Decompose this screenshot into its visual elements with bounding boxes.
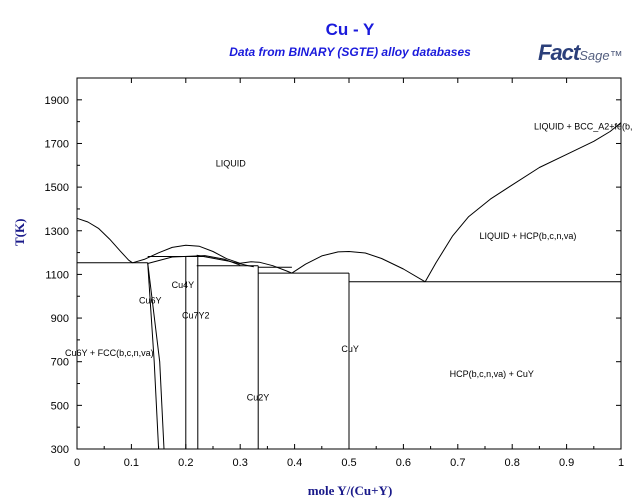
region-label-3: LIQUID + HCP(b,c,n,va) [480, 231, 577, 241]
x-tick-label: 0.8 [505, 457, 520, 469]
region-label-10: Cu2Y [247, 393, 270, 403]
chart-subtitle: Data from BINARY (SGTE) alloy databases [229, 45, 471, 59]
phase-boundary-line-4 [424, 122, 622, 283]
y-tick-label: 700 [51, 357, 69, 369]
phase-boundary-line-13 [147, 262, 160, 450]
x-tick-label: 0.3 [233, 457, 248, 469]
factsage-logo: FactSage™ [538, 40, 623, 66]
x-tick-label: 0.6 [396, 457, 411, 469]
x-tick-label: 0.5 [341, 457, 356, 469]
logo-tm-text: ™ [609, 48, 623, 63]
y-tick-label: 1300 [45, 226, 69, 238]
x-axis-label: mole Y/(Cu+Y) [307, 483, 393, 498]
y-axis-label: T(K) [12, 218, 27, 246]
x-tick-label: 0.9 [559, 457, 574, 469]
x-tick-label: 0.2 [178, 457, 193, 469]
y-tick-label: 300 [51, 444, 69, 456]
x-tick-label: 0 [74, 457, 80, 469]
region-label-2: LIQUID + BCC_A2+fe(b, [534, 121, 633, 131]
logo-fact-text: Fact [538, 40, 580, 65]
chart-title: Cu - Y [325, 20, 375, 39]
region-label-6: Cu7Y2 [182, 310, 210, 320]
region-label-4: Cu4Y [172, 280, 195, 290]
y-tick-label: 900 [51, 313, 69, 325]
x-tick-label: 0.4 [287, 457, 302, 469]
region-label-8: CuY [341, 344, 359, 354]
logo-sage-text: Sage [579, 48, 610, 63]
y-tick-label: 1700 [45, 138, 69, 150]
y-tick-label: 1500 [45, 182, 69, 194]
region-label-9: HCP(b,c,n,va) + CuY [450, 369, 534, 379]
phase-boundary-line-14 [147, 262, 165, 450]
region-label-7: Cu6Y + FCC(b,c,n,va) [65, 348, 154, 358]
x-tick-label: 0.1 [124, 457, 139, 469]
axis-ticks: 0 0.1 0.2 0.3 0.4 0.5 0.6 0.7 0.8 0.9 130050070090… [45, 78, 624, 469]
y-tick-label: 500 [51, 400, 69, 412]
x-tick-label: 1 [618, 457, 624, 469]
phase-boundary-line-3 [291, 251, 426, 283]
y-tick-label: 1100 [45, 269, 69, 281]
region-label-5: Cu6Y [139, 296, 162, 306]
region-labels: LIQUID LIQUID + BCC_A2+fe(b, LIQUID + HCP(… [65, 121, 632, 402]
phase-boundaries [76, 122, 622, 450]
phase-boundary-line-2 [132, 244, 293, 274]
y-tick-label: 1900 [45, 95, 69, 107]
phase-boundary-line-6 [196, 254, 254, 268]
region-label-1: LIQUID [216, 158, 247, 168]
phase-boundary-line-1 [76, 217, 133, 264]
x-tick-label: 0.7 [450, 457, 465, 469]
